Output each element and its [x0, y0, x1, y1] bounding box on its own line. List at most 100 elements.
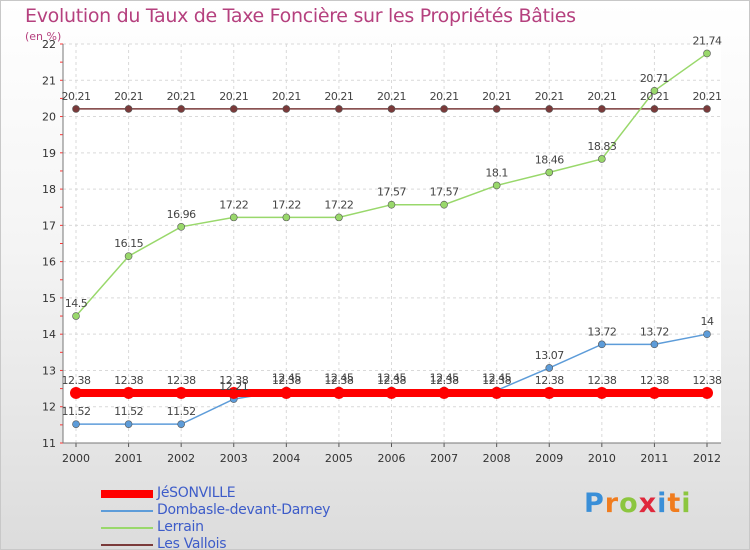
x-tick-label: 2006 [378, 452, 406, 465]
x-tick-label: 2008 [483, 452, 511, 465]
x-tick-label: 2001 [115, 452, 143, 465]
legend-swatch-lerrain [101, 527, 153, 529]
data-point-lerrain [598, 155, 606, 163]
y-tick-label: 20 [42, 111, 56, 124]
data-point-les-vallois [387, 105, 396, 113]
data-label-dombasle: 12.45 [482, 371, 511, 384]
data-label-les-vallois: 20.21 [219, 90, 248, 103]
data-label-lerrain: 17.22 [219, 198, 248, 211]
y-tick-label: 12 [42, 401, 56, 414]
data-point-jesonville [280, 386, 293, 399]
data-label-jesonville: 12.38 [272, 374, 301, 387]
data-point-jesonville [385, 386, 398, 399]
data-point-dombasle [545, 364, 554, 372]
legend-label-lerrain: Lerrain [157, 519, 204, 535]
data-point-les-vallois [177, 105, 185, 113]
data-label-les-vallois: 20.21 [62, 90, 91, 103]
data-label-jesonville: 12.38 [482, 374, 511, 387]
logo-letter: x [638, 488, 658, 519]
data-label-jesonville: 12.38 [114, 374, 143, 387]
data-label-dombasle: 12.45 [324, 371, 353, 384]
legend-label-dombasle: Dombasle-devant-Darney [157, 502, 331, 518]
data-point-dombasle [72, 420, 80, 428]
x-tick-label: 2000 [62, 452, 90, 465]
data-label-lerrain: 18.1 [485, 166, 508, 179]
data-point-lerrain [229, 213, 238, 222]
data-label-dombasle: 12.45 [377, 371, 406, 384]
data-label-lerrain: 16.96 [167, 208, 196, 221]
legend-swatch-dombasle [101, 510, 153, 512]
data-point-lerrain [72, 312, 80, 320]
y-tick-label: 15 [42, 292, 56, 305]
data-label-lerrain: 21.74 [693, 34, 722, 47]
data-point-lerrain [440, 200, 448, 209]
data-label-dombasle: 12.21 [219, 380, 248, 393]
x-tick-label: 2007 [430, 452, 458, 465]
data-label-lerrain: 20.71 [640, 72, 669, 85]
y-tick-label: 16 [42, 256, 56, 269]
data-label-jesonville: 12.38 [430, 374, 459, 387]
data-label-les-vallois: 20.21 [640, 90, 669, 103]
x-tick-label: 2004 [272, 452, 300, 465]
data-label-jesonville: 12.38 [693, 374, 722, 387]
data-label-jesonville: 12.38 [535, 374, 564, 387]
data-point-jesonville [490, 386, 503, 399]
logo-letter: r [604, 488, 620, 519]
data-point-les-vallois [545, 105, 554, 113]
data-label-les-vallois: 20.21 [324, 90, 353, 103]
logo-letter: o [619, 488, 639, 519]
data-point-les-vallois [335, 105, 343, 113]
data-point-jesonville [701, 386, 713, 399]
data-label-les-vallois: 20.21 [693, 90, 722, 103]
data-label-dombasle: 11.52 [167, 405, 196, 418]
data-label-lerrain: 17.22 [272, 198, 301, 211]
x-tick-label: 2005 [325, 452, 353, 465]
y-tick-label: 13 [42, 364, 56, 377]
data-point-lerrain [282, 213, 291, 222]
data-point-les-vallois [598, 105, 606, 113]
data-point-jesonville [70, 386, 82, 399]
x-tick-label: 2010 [588, 452, 616, 465]
data-point-lerrain [177, 223, 185, 231]
data-label-jesonville: 12.38 [219, 374, 248, 387]
data-label-jesonville: 12.38 [62, 374, 91, 387]
data-label-les-vallois: 20.21 [482, 90, 511, 103]
x-tick-label: 2002 [167, 452, 195, 465]
x-tick-label: 2011 [640, 452, 668, 465]
logo-letter: i [681, 488, 692, 519]
data-point-jesonville [595, 386, 608, 399]
x-tick-label: 2012 [693, 452, 721, 465]
data-point-jesonville [122, 386, 135, 399]
y-tick-label: 22 [42, 38, 56, 51]
data-point-les-vallois [72, 105, 80, 113]
data-label-lerrain: 18.46 [535, 153, 564, 166]
data-point-jesonville [227, 386, 240, 399]
data-point-dombasle [650, 340, 659, 349]
x-tick-label: 2003 [220, 452, 248, 465]
legend-label-les-vallois: Les Vallois [157, 536, 227, 550]
data-label-jesonville: 12.38 [377, 374, 406, 387]
legend-swatch-jesonville [101, 490, 153, 498]
data-label-les-vallois: 20.21 [114, 90, 143, 103]
proxiti-logo: Proxiti [584, 488, 692, 519]
data-label-lerrain: 18.83 [587, 140, 616, 153]
data-point-lerrain [387, 200, 396, 209]
y-tick-label: 17 [42, 219, 56, 232]
data-point-lerrain [335, 213, 343, 222]
data-point-jesonville [648, 386, 661, 399]
data-label-jesonville: 12.38 [167, 374, 196, 387]
data-point-les-vallois [229, 105, 238, 113]
data-label-jesonville: 12.38 [587, 374, 616, 387]
data-point-dombasle [124, 420, 133, 428]
data-label-lerrain: 17.57 [430, 186, 459, 199]
y-tick-label: 14 [42, 328, 56, 341]
data-label-dombasle: 13.72 [587, 325, 616, 338]
data-point-les-vallois [124, 105, 133, 113]
data-point-lerrain [703, 49, 711, 58]
data-label-dombasle: 14 [701, 315, 714, 328]
data-point-les-vallois [492, 105, 501, 113]
data-label-dombasle: 13.72 [640, 325, 669, 338]
y-axis-unit-label: (en %) [25, 30, 62, 43]
logo-letter: t [667, 488, 682, 519]
